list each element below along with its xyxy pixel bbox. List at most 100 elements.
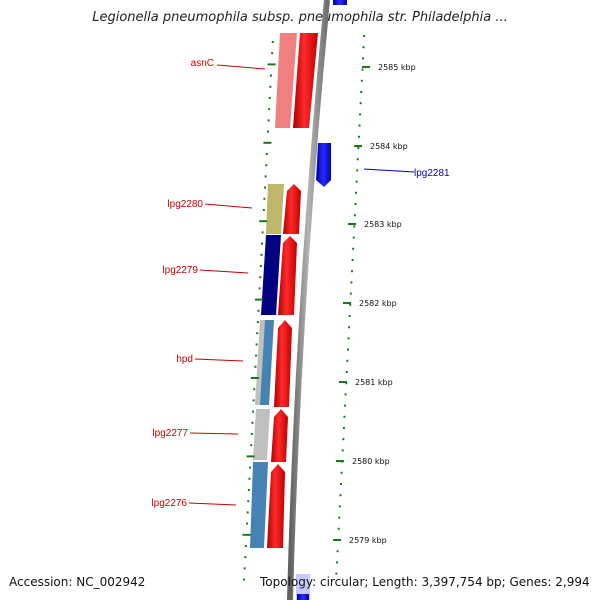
gene-label-lpg2276[interactable]: lpg2276 xyxy=(151,498,187,509)
kbp-tick-label: 2585 kbp xyxy=(378,63,416,72)
genome-backbone xyxy=(287,0,330,600)
inner-ring-tick xyxy=(256,332,259,335)
leader-lpg2281 xyxy=(363,168,415,173)
gene-label-lpg2279[interactable]: lpg2279 xyxy=(162,265,198,276)
inner-ring-tick xyxy=(267,63,276,66)
cds-arrow-lpg2277[interactable] xyxy=(271,409,288,462)
leader-lpg2279 xyxy=(199,269,249,274)
inner-ring-tick xyxy=(246,511,249,514)
cog-block-lpg2279[interactable] xyxy=(261,235,281,315)
inner-ring-tick xyxy=(255,354,258,357)
outer-ring-dot xyxy=(361,68,364,71)
kbp-tick xyxy=(339,381,347,383)
inner-ring-tick xyxy=(257,309,260,312)
cog-block-lpg2277[interactable] xyxy=(253,409,270,460)
leader-asnC xyxy=(216,64,266,70)
outer-ring-dot xyxy=(355,180,358,183)
inner-ring-tick xyxy=(247,489,250,491)
inner-ring-tick xyxy=(263,141,272,144)
cog-block-asnC[interactable] xyxy=(275,33,297,128)
inner-ring-tick xyxy=(255,298,264,301)
outer-ring-dot xyxy=(341,449,344,452)
inner-ring-tick xyxy=(253,388,256,391)
cds-arrow-hpd[interactable] xyxy=(274,320,292,407)
inner-ring-tick xyxy=(254,365,257,368)
inner-ring-tick xyxy=(264,175,267,178)
outer-ring-dot xyxy=(358,124,361,127)
inner-ring-tick xyxy=(242,533,251,536)
outer-ring-dot xyxy=(344,404,347,407)
outer-ring-dot xyxy=(337,527,340,530)
outer-ring-dot xyxy=(359,113,362,116)
cog-block-edge-bottom[interactable] xyxy=(296,574,310,600)
inner-ring-tick xyxy=(265,153,268,155)
gene-label-asnC[interactable]: asnC xyxy=(191,58,214,69)
cds-arrow-asnC[interactable] xyxy=(293,33,318,128)
outer-ring-dot xyxy=(348,326,351,329)
kbp-tick xyxy=(343,302,351,304)
outer-ring-dot xyxy=(342,438,345,441)
inner-ring-tick xyxy=(246,522,249,525)
inner-ring-tick xyxy=(271,41,274,43)
inner-ring-tick xyxy=(261,242,264,245)
outer-ring-dot xyxy=(335,561,338,564)
inner-ring-tick xyxy=(267,119,270,122)
outer-ring-dot xyxy=(344,393,347,396)
outer-ring-dot xyxy=(340,471,343,474)
inner-ring-tick xyxy=(259,265,262,267)
inner-ring-tick xyxy=(252,399,255,402)
outer-ring-dot xyxy=(360,91,363,93)
inner-ring-tick xyxy=(269,74,272,77)
outer-ring-dot xyxy=(351,259,354,261)
cds-arrow-lpg2281[interactable] xyxy=(316,143,331,187)
outer-ring-dot xyxy=(345,371,348,373)
outer-ring-dot xyxy=(342,427,345,429)
inner-ring-tick xyxy=(244,556,247,559)
outer-ring-dot xyxy=(339,494,342,497)
leader-hpd xyxy=(194,358,244,362)
cog-block-hpd[interactable] xyxy=(260,320,274,405)
outer-ring-dot xyxy=(359,102,362,105)
kbp-tick-label: 2582 kbp xyxy=(359,299,397,308)
map-title: Legionella pneumophila subsp. pneumophil… xyxy=(92,10,508,25)
kbp-tick xyxy=(362,66,370,68)
outer-ring-dot xyxy=(362,46,365,49)
outer-ring-dot xyxy=(350,281,353,284)
gene-label-hpd[interactable]: hpd xyxy=(176,354,193,365)
outer-ring-dot xyxy=(346,348,349,351)
kbp-tick-label: 2584 kbp xyxy=(370,142,408,151)
outer-ring-dot xyxy=(356,158,359,161)
inner-ring-tick xyxy=(261,231,264,234)
inner-ring-tick xyxy=(262,209,265,211)
inner-ring-tick xyxy=(246,455,255,458)
inner-ring-tick xyxy=(266,130,269,133)
cog-block-lpg2276[interactable] xyxy=(250,462,268,548)
accession-text: Accession: NC_002942 xyxy=(9,575,146,589)
outer-ring-dot xyxy=(353,225,356,228)
inner-ring-tick xyxy=(269,85,272,88)
gene-label-lpg2280[interactable]: lpg2280 xyxy=(167,199,203,210)
outer-dotted-ring xyxy=(335,35,366,575)
inner-ring-tick xyxy=(263,197,266,200)
inner-ring-tick xyxy=(244,545,247,547)
inner-ring-tick xyxy=(252,410,255,413)
outer-ring-dot xyxy=(346,359,349,362)
inner-ring-tick xyxy=(259,220,268,223)
inner-ring-tick xyxy=(271,52,274,55)
outer-ring-dot xyxy=(352,236,355,239)
cds-arrow-lpg2279[interactable] xyxy=(278,236,297,315)
reverse-cds-edge-top[interactable] xyxy=(333,0,347,5)
cds-arrow-lpg2276[interactable] xyxy=(267,464,285,548)
outer-ring-dot xyxy=(361,57,364,60)
gene-label-lpg2281[interactable]: lpg2281 xyxy=(414,168,450,179)
outer-ring-dot xyxy=(360,79,363,82)
cog-block-lpg2280[interactable] xyxy=(266,184,284,234)
outer-ring-dot xyxy=(343,415,346,418)
cds-arrow-lpg2280[interactable] xyxy=(283,184,301,234)
inner-ring-tick xyxy=(268,97,271,99)
kbp-tick xyxy=(348,223,356,225)
kbp-tick-label: 2583 kbp xyxy=(364,220,402,229)
gene-label-lpg2277[interactable]: lpg2277 xyxy=(152,428,188,439)
reverse-cds-edge-bottom[interactable] xyxy=(297,594,309,600)
